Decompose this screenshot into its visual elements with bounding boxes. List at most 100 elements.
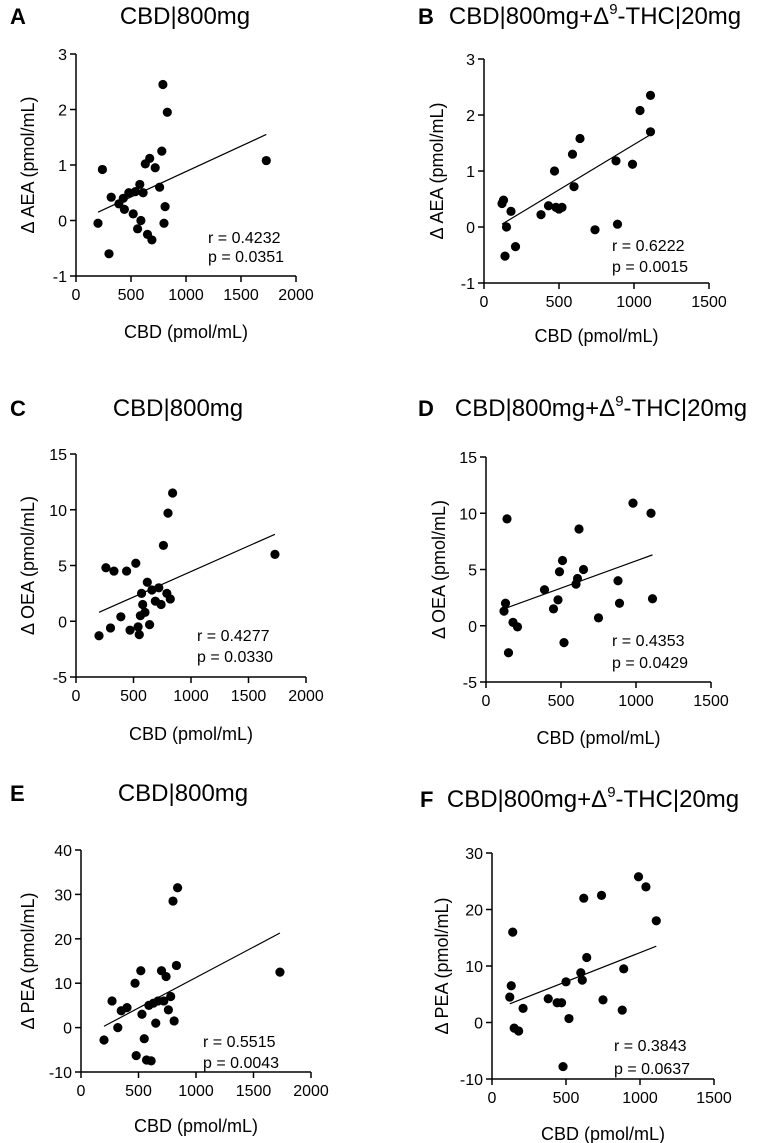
data-point <box>505 992 515 1002</box>
data-point <box>104 249 114 259</box>
data-point <box>113 1023 123 1033</box>
data-point <box>651 916 661 926</box>
data-point <box>500 598 511 608</box>
data-point <box>548 604 559 614</box>
data-point <box>270 549 280 559</box>
data-point <box>557 555 568 566</box>
data-point <box>156 599 166 610</box>
data-point <box>135 179 145 190</box>
data-point <box>162 107 172 117</box>
data-point <box>645 127 656 137</box>
data-point <box>140 607 150 617</box>
y-tick-label: 20 <box>465 903 483 920</box>
data-point <box>159 218 169 228</box>
data-point <box>500 251 510 261</box>
data-point <box>510 242 521 252</box>
x-tick-label: 2000 <box>288 688 324 705</box>
y-tick-label: 0 <box>468 619 477 636</box>
x-axis-label: CBD (pmol/mL) <box>129 724 253 744</box>
data-point <box>131 558 141 568</box>
data-point <box>508 927 518 937</box>
y-tick-label: 10 <box>54 976 72 993</box>
data-point <box>641 882 651 892</box>
data-point <box>501 222 512 232</box>
data-point <box>518 1003 528 1013</box>
data-point <box>165 594 175 604</box>
panel-c: C CBD|800mg -5 0 5 10 15 0 500 1000 1500 2000 CBD (p… <box>10 395 324 744</box>
data-point <box>122 566 132 576</box>
data-point <box>576 968 586 978</box>
data-point <box>578 564 589 575</box>
data-point <box>94 631 104 641</box>
data-point <box>593 613 604 623</box>
data-point <box>506 981 516 991</box>
data-point <box>169 1016 179 1026</box>
stat-r: r = 0.4277 <box>197 628 270 645</box>
data-point <box>154 583 164 593</box>
stat-r: r = 0.6222 <box>612 238 685 255</box>
data-point <box>168 896 178 906</box>
y-axis-label: Δ PEA (pmol/mL) <box>18 892 38 1029</box>
data-point <box>131 1050 141 1061</box>
data-point <box>619 964 629 974</box>
data-point <box>151 1018 161 1028</box>
y-axis-label: Δ AEA (pmol/mL) <box>427 102 447 239</box>
data-point <box>136 588 147 598</box>
panel-e: E CBD|800mg -10 0 10 20 30 40 0 500 1000 1500 2000 CB… <box>10 780 329 1136</box>
y-tick-label: -10 <box>49 1065 72 1082</box>
data-point <box>161 971 171 982</box>
y-tick-label: 10 <box>459 506 477 523</box>
data-point <box>163 508 173 518</box>
data-point <box>561 977 571 987</box>
data-point <box>130 187 140 197</box>
data-point <box>99 1035 109 1045</box>
x-tick-label: 1000 <box>622 1090 658 1107</box>
data-point <box>543 994 553 1004</box>
data-point <box>633 872 644 882</box>
x-axis-label: CBD (pmol/mL) <box>536 728 660 748</box>
stat-p: p = 0.0351 <box>208 249 284 266</box>
y-tick-label: 1 <box>466 164 475 181</box>
data-point <box>612 219 623 229</box>
data-point <box>147 585 157 595</box>
data-point <box>645 90 656 100</box>
stat-p: p = 0.0330 <box>197 649 273 666</box>
regression-line <box>501 134 651 225</box>
data-point <box>613 576 623 586</box>
x-tick-label: 1500 <box>693 693 729 710</box>
data-point <box>590 225 600 235</box>
chart-title: CBD|800mg+Δ9-THC|20mg <box>455 393 747 422</box>
data-point <box>157 146 167 156</box>
data-point <box>130 978 140 988</box>
data-point <box>146 1056 156 1066</box>
x-tick-label: 0 <box>77 1083 86 1100</box>
data-point <box>549 166 560 176</box>
data-point <box>499 606 509 616</box>
x-axis-label: CBD (pmol/mL) <box>124 322 248 342</box>
data-point <box>556 998 567 1008</box>
data-point <box>579 893 589 903</box>
data-point <box>577 975 587 985</box>
data-point <box>543 201 554 211</box>
data-point <box>536 210 546 220</box>
data-point <box>133 622 143 632</box>
x-tick-label: 500 <box>120 688 147 705</box>
x-tick-label: 1000 <box>178 1083 214 1100</box>
data-point <box>275 967 285 977</box>
data-point <box>572 573 583 584</box>
y-axis-label: Δ PEA (pmol/mL) <box>432 897 452 1034</box>
data-point <box>567 149 578 159</box>
data-point <box>514 1026 524 1036</box>
data-point <box>138 599 148 610</box>
x-axis-label: CBD (pmol/mL) <box>541 1124 665 1143</box>
stat-p: p = 0.0043 <box>203 1055 279 1072</box>
data-point <box>575 133 585 144</box>
data-point <box>116 612 126 622</box>
x-tick-label: 1500 <box>223 287 259 304</box>
stat-r: r = 0.4232 <box>208 230 281 247</box>
y-tick-label: 0 <box>58 614 67 631</box>
data-point <box>558 1061 568 1072</box>
data-point <box>93 218 103 228</box>
data-point <box>498 195 509 205</box>
chart-title: CBD|800mg <box>118 780 248 807</box>
